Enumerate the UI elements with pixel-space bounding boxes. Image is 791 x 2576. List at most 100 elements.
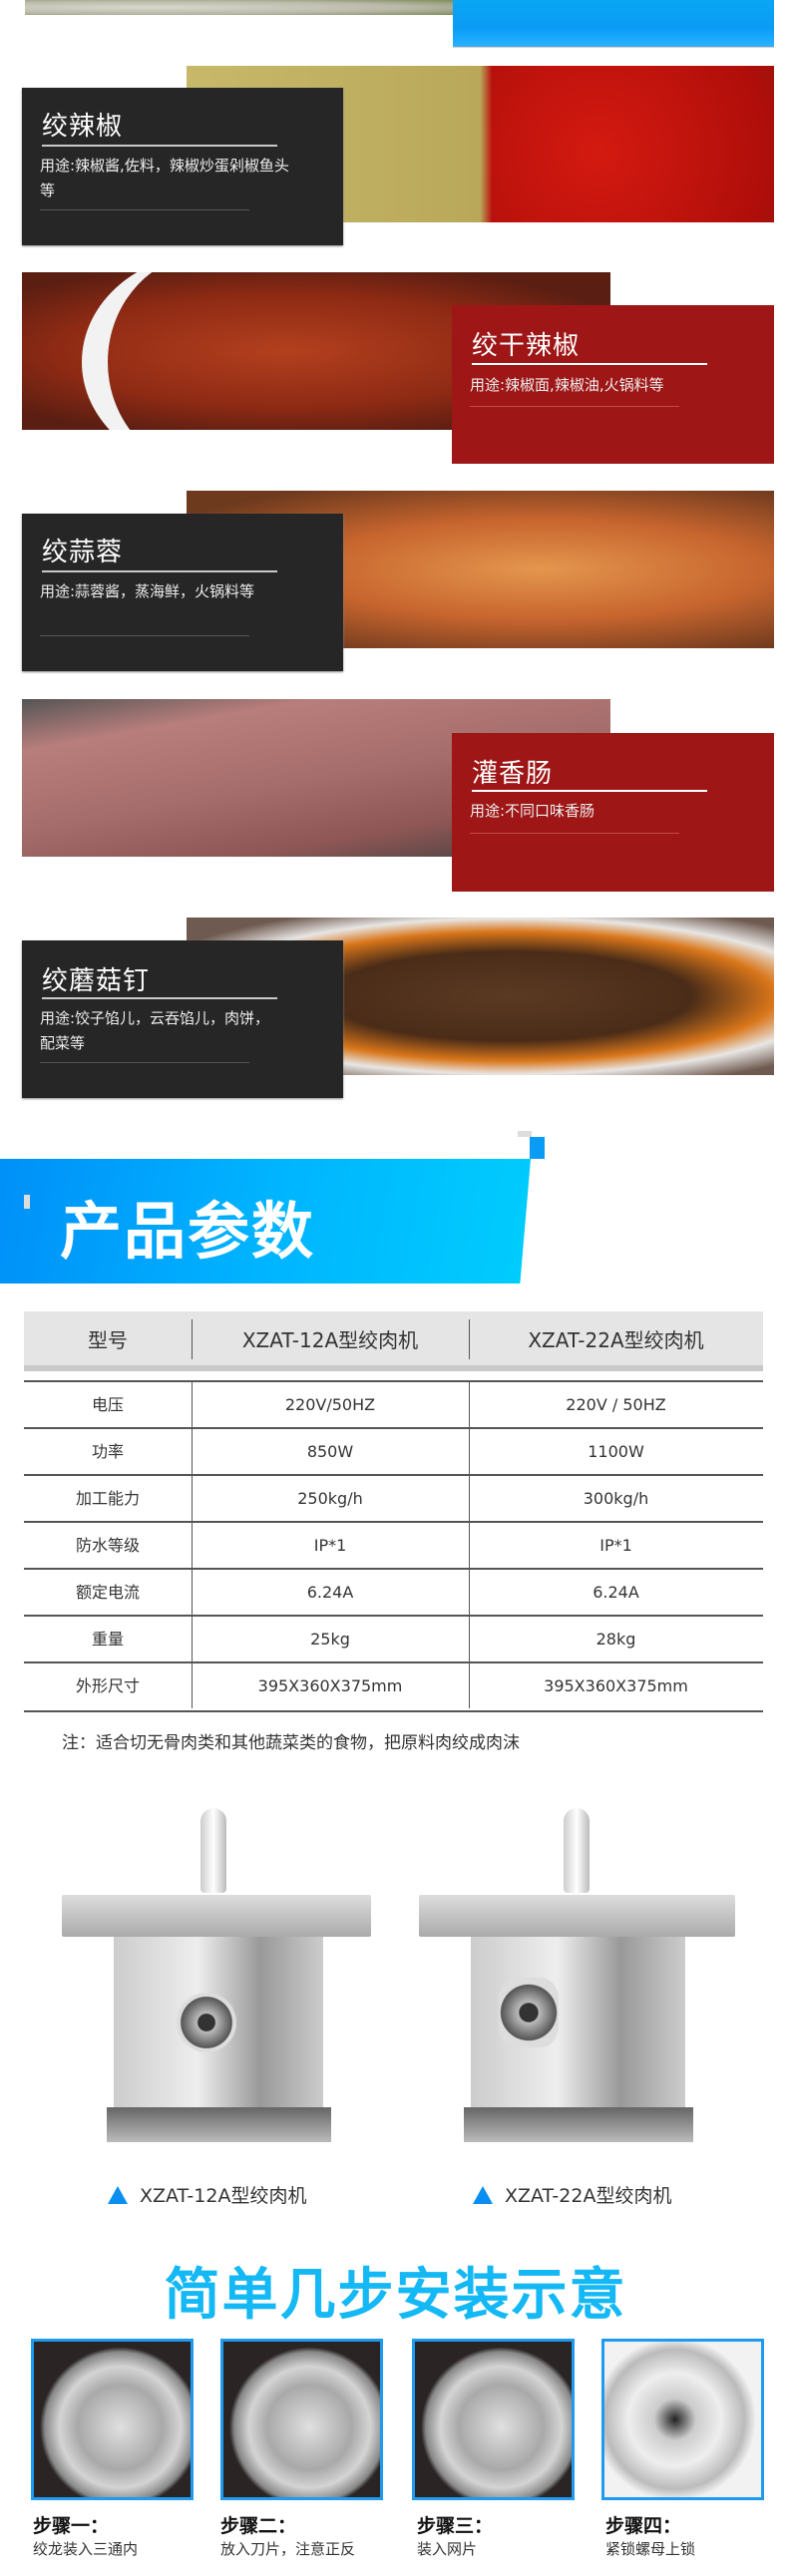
fine-print: [40, 635, 249, 636]
machine-image-12a: [62, 1808, 371, 2154]
table-row: 防水等级 IP*1 IP*1: [24, 1521, 763, 1568]
row-value: 1100W: [588, 1442, 644, 1461]
row-label: 防水等级: [75, 1536, 140, 1555]
column-divider: [469, 1476, 470, 1521]
table-row: 外形尺寸 395X360X375mm 395X360X375mm: [24, 1661, 763, 1708]
table-row: 功率 850W 1100W: [24, 1427, 763, 1474]
triangle-up-icon: [473, 2185, 493, 2204]
row-value: IP*1: [599, 1536, 632, 1555]
banner-decoration: [530, 1137, 545, 1159]
dumpling-photo: [25, 0, 454, 15]
row-value: 220V / 50HZ: [566, 1395, 666, 1414]
row-label: 电压: [91, 1395, 124, 1414]
divider: [472, 790, 707, 792]
use-card-dried-chili: 绞干辣椒 用途:辣椒面,辣椒油,火锅料等: [452, 305, 774, 464]
use-title: 绞辣椒: [42, 112, 124, 142]
row-value: 250kg/h: [297, 1489, 363, 1508]
row-value: 395X360X375mm: [257, 1676, 403, 1695]
divider: [42, 570, 277, 572]
machine-image-22a: [419, 1808, 735, 2154]
step-title: 步骤四：: [605, 2515, 682, 2537]
use-desc: 用途:辣椒面,辣椒油,火锅料等: [470, 376, 664, 394]
step-image-3: [412, 2339, 575, 2500]
install-title: 简单几步安装示意: [164, 2263, 627, 2328]
column-divider: [192, 1570, 193, 1615]
row-value: 300kg/h: [583, 1489, 649, 1508]
step-desc: 紧锁螺母上锁: [605, 2540, 696, 2558]
banner-decoration: [518, 1131, 532, 1137]
column-divider: [469, 1570, 470, 1615]
row-value: IP*1: [313, 1536, 347, 1555]
use-card-chili: 绞辣椒 用途:辣椒酱,佐料，辣椒炒蛋剁椒鱼头等: [22, 88, 343, 245]
row-value: 6.24A: [306, 1583, 354, 1602]
table-row: 电压 220V/50HZ 220V / 50HZ: [24, 1380, 763, 1427]
blue-card-partial: [453, 0, 774, 48]
step-image-4: [601, 2339, 764, 2500]
header-cell: XZAT-12A型绞肉机: [241, 1328, 419, 1352]
use-title: 绞蘑菇钉: [42, 966, 151, 996]
use-card-sausage: 灌香肠 用途:不同口味香肠: [452, 733, 774, 892]
column-divider: [192, 1429, 193, 1474]
use-desc: 用途:饺子馅儿，云吞馅儿，肉饼，配菜等: [40, 1009, 270, 1052]
use-desc: 用途:不同口味香肠: [470, 802, 595, 820]
row-label: 加工能力: [75, 1489, 140, 1508]
header-cell: XZAT-22A型绞肉机: [528, 1328, 704, 1352]
column-divider: [192, 1476, 193, 1521]
params-banner: 产品参数: [0, 1159, 531, 1284]
row-label: 功率: [91, 1442, 124, 1461]
column-divider: [469, 1382, 470, 1427]
divider: [42, 997, 277, 999]
column-divider: [192, 1382, 193, 1427]
fine-print: [470, 406, 679, 407]
use-desc: 用途:辣椒酱,佐料，辣椒炒蛋剁椒鱼头等: [40, 157, 289, 199]
step-title: 步骤一：: [33, 2515, 110, 2537]
column-divider: [192, 1617, 193, 1661]
row-label: 重量: [91, 1630, 124, 1649]
divider: [472, 363, 707, 365]
spec-table-header: 型号 XZAT-12A型绞肉机 XZAT-22A型绞肉机: [24, 1311, 763, 1371]
use-card-mushroom: 绞蘑菇钉 用途:饺子馅儿，云吞馅儿，肉饼，配菜等: [22, 940, 343, 1098]
use-desc: 用途:蒜蓉酱，蒸海鲜，火锅料等: [40, 582, 255, 600]
row-value: 850W: [306, 1442, 354, 1461]
caption-text: XZAT-22A型绞肉机: [505, 2185, 672, 2207]
column-divider: [192, 1523, 193, 1568]
row-value: 28kg: [595, 1630, 636, 1649]
caption-text: XZAT-12A型绞肉机: [140, 2185, 307, 2207]
table-row: 加工能力 250kg/h 300kg/h: [24, 1474, 763, 1521]
step-image-1: [31, 2339, 194, 2500]
use-card-garlic: 绞蒜蓉 用途:蒜蓉酱，蒸海鲜，火锅料等: [22, 514, 343, 671]
row-value: 395X360X375mm: [544, 1676, 688, 1695]
use-title: 绞干辣椒: [472, 331, 581, 361]
product-caption: XZAT-12A型绞肉机: [108, 2181, 306, 2208]
divider: [42, 145, 277, 147]
row-value: 25kg: [310, 1630, 350, 1649]
row-label: 额定电流: [75, 1583, 140, 1602]
column-divider: [469, 1523, 470, 1568]
use-title: 灌香肠: [472, 759, 554, 789]
row-value: 6.24A: [593, 1583, 639, 1602]
column-divider: [469, 1663, 470, 1708]
column-divider: [469, 1617, 470, 1661]
row-value: 220V/50HZ: [284, 1395, 376, 1414]
use-title: 绞蒜蓉: [42, 538, 124, 567]
step-desc: 放入刀片，注意正反: [220, 2540, 356, 2558]
header-cell: 型号: [88, 1328, 128, 1352]
fine-print: [470, 833, 679, 834]
params-title: 产品参数: [60, 1195, 316, 1268]
row-label: 外形尺寸: [75, 1676, 140, 1695]
table-bottom-border: [24, 1710, 763, 1712]
triangle-up-icon: [108, 2185, 128, 2204]
step-title: 步骤二：: [220, 2515, 297, 2537]
product-caption: XZAT-22A型绞肉机: [473, 2181, 671, 2208]
step-image-2: [220, 2339, 383, 2500]
column-divider: [192, 1663, 193, 1708]
banner-mark: [24, 1195, 30, 1209]
table-row: 重量 25kg 28kg: [24, 1615, 763, 1661]
fine-print: [40, 1062, 249, 1063]
step-desc: 装入网片: [417, 2540, 478, 2558]
table-row: 额定电流 6.24A 6.24A: [24, 1568, 763, 1615]
step-desc: 绞龙装入三通内: [33, 2540, 139, 2558]
column-divider: [469, 1429, 470, 1474]
params-note: 注：适合切无骨肉类和其他蔬菜类的食物，把原料肉绞成肉沫: [62, 1733, 520, 1753]
step-title: 步骤三：: [417, 2515, 494, 2537]
